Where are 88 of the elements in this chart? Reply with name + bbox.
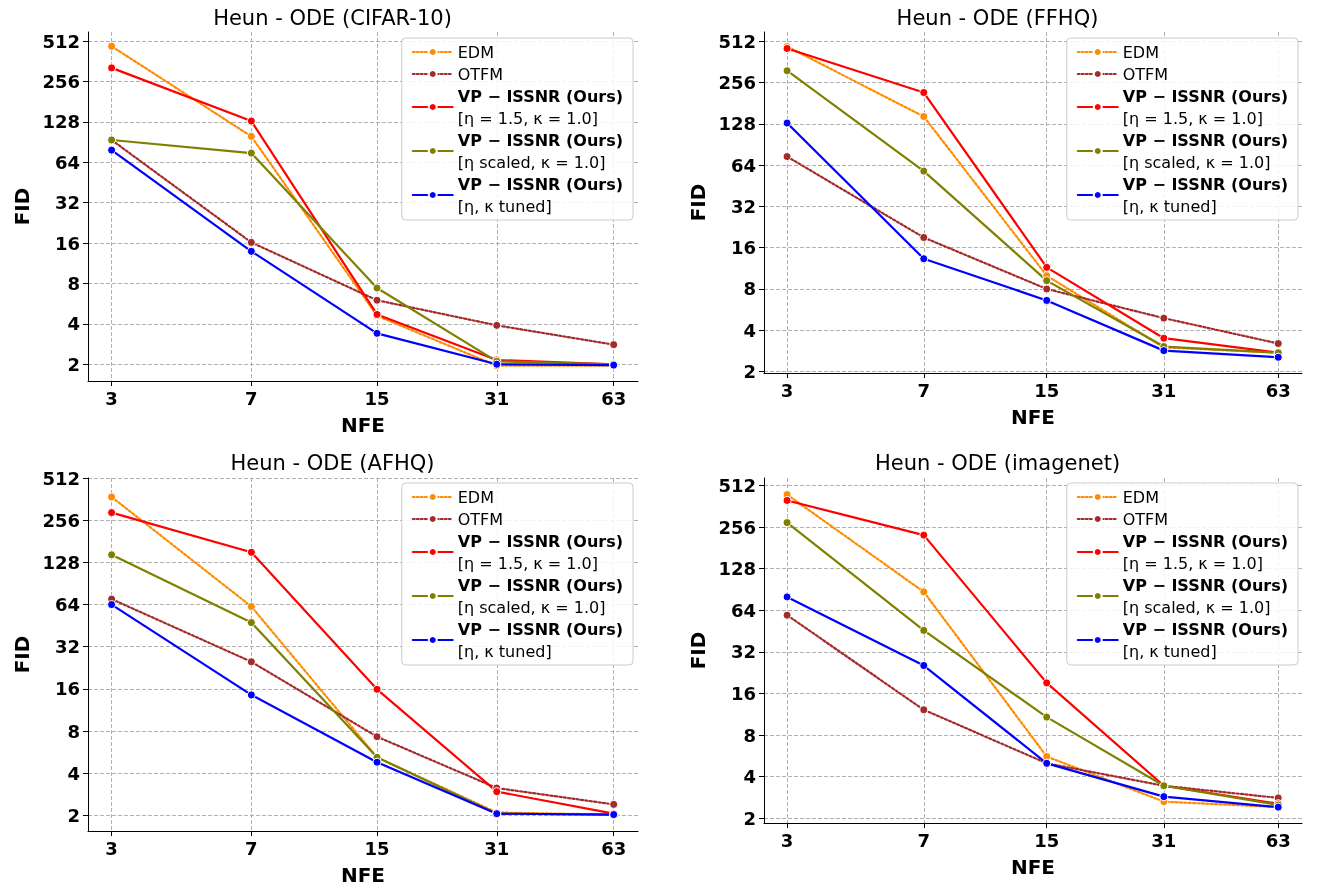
y-axis-title: FID bbox=[9, 187, 34, 226]
y-tick-label: 64 bbox=[730, 154, 756, 176]
legend-label: VP − ISSNR (Ours) [η = 1.5, κ = 1.0] bbox=[457, 531, 623, 573]
y-tick-label: 4 bbox=[67, 313, 80, 335]
x-tick-label: 63 bbox=[601, 387, 627, 409]
legend-label: VP − ISSNR (Ours) [η scaled, κ = 1.0] bbox=[1122, 575, 1288, 617]
y-tick-label: 16 bbox=[730, 237, 756, 259]
y-tick-label: 256 bbox=[718, 516, 756, 538]
legend-label: VP − ISSNR (Ours) [η, κ tuned] bbox=[1122, 619, 1288, 661]
legend-label: OTFM bbox=[1122, 509, 1169, 529]
legend-label: OTFM bbox=[457, 509, 504, 529]
y-tick-label: 128 bbox=[718, 558, 756, 580]
y-tick-label: 4 bbox=[743, 766, 756, 788]
y-tick-label: 32 bbox=[54, 636, 80, 658]
y-tick-label: 16 bbox=[54, 232, 80, 254]
x-tick-label: 31 bbox=[484, 387, 510, 409]
y-tick-label: 8 bbox=[743, 278, 756, 300]
y-tick-label: 2 bbox=[67, 353, 80, 375]
x-tick-label: 3 bbox=[780, 829, 794, 851]
legend-label: VP − ISSNR (Ours) [η scaled, κ = 1.0] bbox=[457, 130, 623, 172]
y-tick-label: 4 bbox=[743, 319, 756, 341]
y-tick-label: 16 bbox=[54, 678, 80, 700]
legend-label: EDM bbox=[1122, 487, 1159, 507]
x-tick-label: 7 bbox=[245, 387, 258, 409]
chart-title: Heun - ODE (AFHQ) bbox=[230, 450, 435, 475]
x-axis-title: NFE bbox=[1010, 405, 1056, 429]
x-tick-label: 31 bbox=[1151, 829, 1177, 851]
y-tick-label: 32 bbox=[730, 195, 756, 217]
legend-label: EDM bbox=[457, 487, 494, 507]
x-tick-label: 15 bbox=[1034, 379, 1060, 401]
y-tick-label: 512 bbox=[42, 467, 80, 489]
legend-label: EDM bbox=[457, 42, 494, 62]
chart-title: Heun - ODE (imagenet) bbox=[874, 450, 1121, 475]
legend-label: VP − ISSNR (Ours) [η, κ tuned] bbox=[457, 619, 623, 661]
legend-label: VP − ISSNR (Ours) [η = 1.5, κ = 1.0] bbox=[1122, 531, 1288, 573]
y-tick-label: 512 bbox=[718, 474, 756, 496]
x-tick-label: 63 bbox=[1265, 379, 1291, 401]
x-tick-label: 15 bbox=[364, 387, 390, 409]
x-tick-label: 31 bbox=[484, 837, 510, 859]
legend-label: VP − ISSNR (Ours) [η scaled, κ = 1.0] bbox=[457, 575, 623, 617]
y-tick-label: 8 bbox=[67, 720, 80, 742]
y-axis-title: FID bbox=[685, 631, 710, 670]
y-tick-label: 32 bbox=[54, 192, 80, 214]
y-tick-label: 512 bbox=[718, 30, 756, 52]
chart-title: Heun - ODE (CIFAR-10) bbox=[213, 5, 452, 30]
x-tick-label: 3 bbox=[105, 837, 118, 859]
y-tick-label: 256 bbox=[42, 509, 80, 531]
legend-label: VP − ISSNR (Ours) [η = 1.5, κ = 1.0] bbox=[1122, 86, 1288, 128]
y-tick-label: 64 bbox=[730, 599, 756, 621]
legend-label: VP − ISSNR (Ours) [η scaled, κ = 1.0] bbox=[1122, 130, 1288, 172]
legend-label: OTFM bbox=[457, 64, 504, 84]
x-tick-label: 63 bbox=[601, 837, 627, 859]
y-tick-label: 128 bbox=[42, 551, 80, 573]
y-tick-label: 32 bbox=[730, 641, 756, 663]
x-tick-label: 31 bbox=[1151, 379, 1177, 401]
y-tick-label: 8 bbox=[743, 724, 756, 746]
x-tick-label: 3 bbox=[105, 387, 118, 409]
legend-label: OTFM bbox=[1122, 64, 1169, 84]
y-tick-label: 16 bbox=[730, 683, 756, 705]
y-tick-label: 2 bbox=[67, 804, 80, 826]
y-tick-label: 2 bbox=[743, 360, 756, 382]
x-axis-title: NFE bbox=[340, 413, 386, 437]
y-tick-label: 64 bbox=[54, 151, 80, 173]
x-axis-title: NFE bbox=[1010, 855, 1056, 879]
x-tick-label: 15 bbox=[364, 837, 390, 859]
x-tick-label: 7 bbox=[917, 829, 931, 851]
y-tick-label: 2 bbox=[743, 807, 756, 829]
legend-label: VP − ISSNR (Ours) [η, κ tuned] bbox=[457, 174, 623, 216]
x-tick-label: 7 bbox=[917, 379, 931, 401]
x-tick-label: 15 bbox=[1034, 829, 1060, 851]
legend-label: EDM bbox=[1122, 42, 1159, 62]
y-tick-label: 128 bbox=[718, 113, 756, 135]
legend-label: VP − ISSNR (Ours) [η, κ tuned] bbox=[1122, 174, 1288, 216]
x-tick-label: 7 bbox=[245, 837, 258, 859]
y-tick-label: 512 bbox=[42, 30, 80, 52]
chart-title: Heun - ODE (FFHQ) bbox=[896, 5, 1099, 30]
y-tick-label: 8 bbox=[67, 272, 80, 294]
y-axis-title: FID bbox=[685, 183, 710, 222]
x-tick-label: 63 bbox=[1265, 829, 1291, 851]
y-tick-label: 256 bbox=[42, 71, 80, 93]
y-tick-label: 256 bbox=[718, 72, 756, 94]
legend-label: VP − ISSNR (Ours) [η = 1.5, κ = 1.0] bbox=[457, 86, 623, 128]
y-tick-label: 64 bbox=[54, 594, 80, 616]
y-tick-label: 128 bbox=[42, 111, 80, 133]
x-tick-label: 3 bbox=[780, 379, 794, 401]
y-tick-label: 4 bbox=[67, 762, 80, 784]
y-axis-title: FID bbox=[9, 635, 34, 674]
x-axis-title: NFE bbox=[340, 863, 386, 887]
